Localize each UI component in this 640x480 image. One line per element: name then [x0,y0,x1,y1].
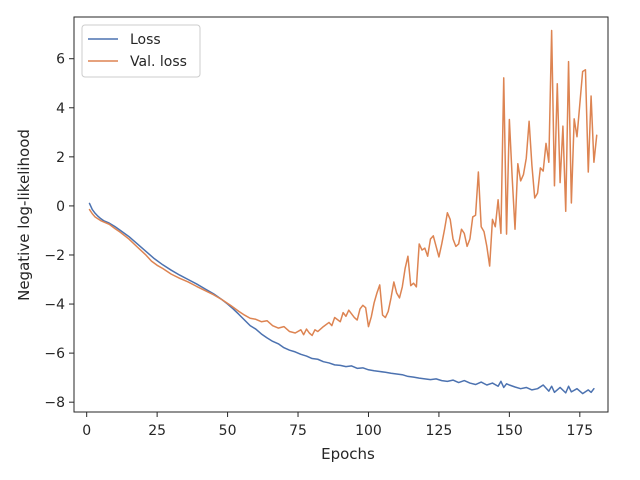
x-tick-label: 150 [496,423,523,439]
legend-label-loss: Loss [130,32,161,48]
x-tick-label: 125 [426,423,453,439]
legend-label-val-loss: Val. loss [130,54,187,70]
y-tick-label: 6 [56,52,65,68]
y-tick-label: 4 [56,101,65,117]
axes-frame [73,16,609,413]
x-tick-label: 25 [148,423,166,439]
y-tick-label: 2 [56,150,65,166]
y-axis-label: Negative log-likelihood [15,129,33,301]
x-tick-label: 0 [82,423,91,439]
legend-box [81,24,201,78]
axes-spines [73,16,609,413]
y-tick-label: −4 [44,297,65,313]
x-tick-label: 100 [355,423,382,439]
y-tick-label: −2 [44,248,65,264]
plot-lines [88,29,598,395]
y-tick-label: −8 [44,395,65,411]
y-tick-label: −6 [44,346,65,362]
x-axis-label: Epochs [321,445,375,463]
series-line-loss [88,202,595,395]
x-tick-label: 50 [219,423,237,439]
y-tick-label: 0 [56,199,65,215]
y-axis-ticks: −8 −6 −4 −2 0 2 4 6 [44,52,74,411]
x-tick-label: 175 [566,423,593,439]
series-line-val-loss [88,29,598,337]
x-tick-label: 75 [289,423,307,439]
legend: Loss Val. loss [81,24,201,78]
x-axis-ticks: 0 25 50 75 100 125 150 175 [82,412,593,439]
